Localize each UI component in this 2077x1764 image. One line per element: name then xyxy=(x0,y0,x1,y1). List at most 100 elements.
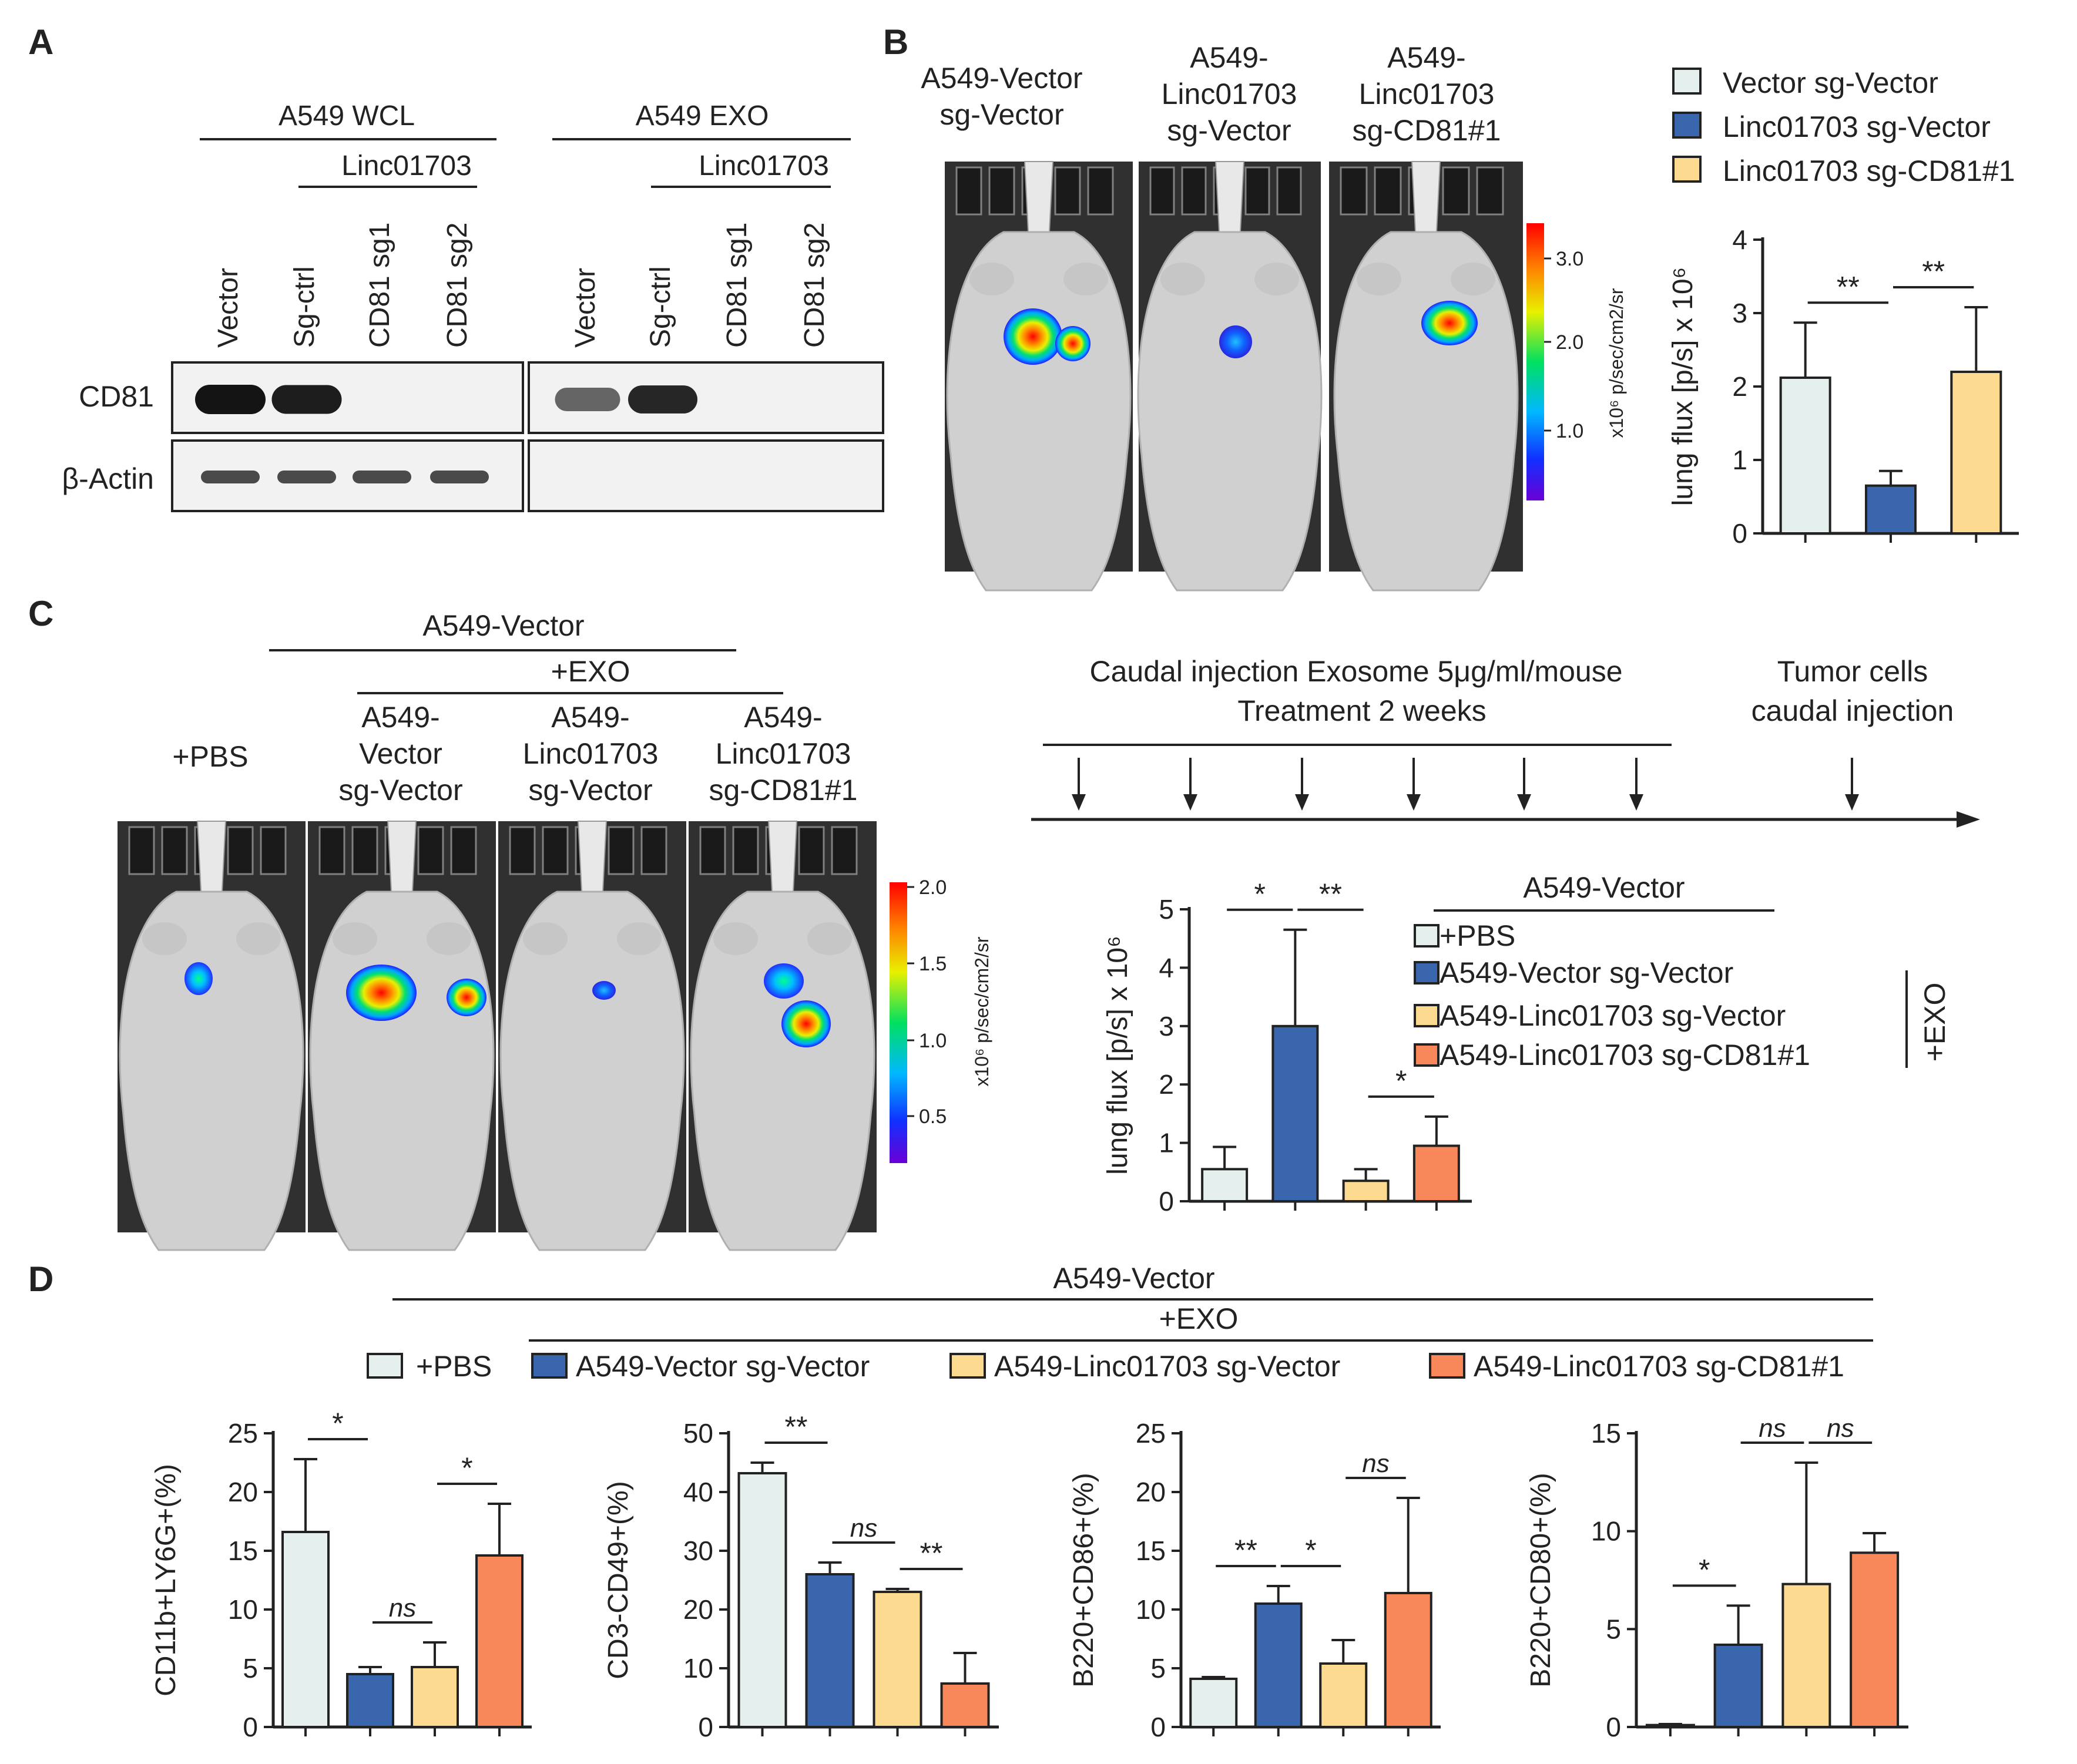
bar xyxy=(1319,1662,1368,1728)
svg-text:A549-: A549- xyxy=(1387,41,1465,74)
y-tick-label: 5 xyxy=(243,1653,258,1684)
svg-text:Linc01703: Linc01703 xyxy=(716,737,851,770)
restrainer-bar xyxy=(1149,166,1175,216)
y-tick-label: 0 xyxy=(698,1712,713,1742)
bioluminescence-signal xyxy=(447,979,486,1016)
lane-labels: Vector Sg-ctrl CD81 sg1 CD81 sg2 Vector Sg-ct… xyxy=(213,223,830,348)
legend-swatch-c-0 xyxy=(1414,924,1440,947)
svg-text:Linc01703: Linc01703 xyxy=(1359,78,1495,110)
restrainer-bar xyxy=(1181,166,1207,216)
bioluminescence-signal xyxy=(1219,325,1252,358)
legend-label-b-2: Linc01703 sg-CD81#1 xyxy=(1723,154,2015,187)
y-tick-label: 15 xyxy=(1136,1535,1166,1566)
mouse-body xyxy=(119,891,304,1251)
mouse-image xyxy=(1137,161,1323,592)
y-tick-label: 15 xyxy=(1591,1418,1621,1449)
timeline-arrow-head xyxy=(1629,794,1643,811)
mouse-ear xyxy=(1254,263,1299,295)
restrainer-bar xyxy=(128,826,155,875)
legend-label-b-1: Linc01703 sg-Vector xyxy=(1723,110,1991,143)
blot-band xyxy=(201,471,260,483)
group-label-exo: A549 EXO xyxy=(636,100,769,132)
panel-d-header: A549-Vector +EXO xyxy=(392,1262,1873,1342)
bar-chart-d2: 0 10 20 30 40 50 CD3-CD49+(%) ** ns ** xyxy=(603,1410,999,1742)
svg-text:A549-: A549- xyxy=(744,701,822,734)
mouse-body xyxy=(1137,231,1323,592)
bar xyxy=(1201,1168,1249,1202)
legend-swatch-d-1 xyxy=(531,1353,568,1379)
blot-band xyxy=(353,471,411,483)
subheader-d: +EXO xyxy=(1159,1302,1239,1335)
nose-cone xyxy=(196,821,227,892)
y-tick-label: 0 xyxy=(243,1712,258,1742)
restrainer-bar xyxy=(831,826,858,875)
restrainer-bar xyxy=(351,826,378,875)
mouse-image xyxy=(1329,161,1523,592)
significance-label: ns xyxy=(1827,1414,1854,1443)
svg-text:1.0: 1.0 xyxy=(1556,420,1583,442)
bar xyxy=(1713,1644,1763,1728)
restrainer-bar xyxy=(1054,166,1081,216)
blot-band xyxy=(195,385,266,414)
y-tick-label: 10 xyxy=(1591,1516,1621,1547)
colorbar-ticks-b: 3.0 2.0 1.0 xyxy=(1544,248,1583,442)
bar xyxy=(346,1673,394,1728)
lane-label: Sg-ctrl xyxy=(289,266,320,348)
restrainer-bar xyxy=(732,826,759,875)
nose-cone xyxy=(1024,161,1054,233)
significance-label: * xyxy=(1305,1534,1316,1567)
header-d: A549-Vector xyxy=(1053,1262,1214,1295)
restrainer-bar xyxy=(318,826,345,875)
colorbar-label-c: x10⁶ p/sec/cm2/sr xyxy=(971,936,992,1086)
restrainer-bar xyxy=(1244,166,1270,216)
blot-bands xyxy=(195,385,697,483)
lane-label: Vector xyxy=(213,268,244,348)
y-tick-label: 3 xyxy=(1732,298,1747,328)
y-tick-label: 5 xyxy=(1150,1653,1166,1684)
restrainer-bar xyxy=(640,826,667,875)
svg-text:A549-: A549- xyxy=(551,701,629,734)
legend-swatch-d-2 xyxy=(949,1353,986,1379)
bar-chart-d4: 0 5 10 15 B220+CD80+(%) * ns ns xyxy=(1525,1414,1908,1742)
bar xyxy=(281,1531,330,1728)
nose-cone xyxy=(767,821,798,892)
svg-text:A549-Vector: A549-Vector xyxy=(921,62,1082,95)
significance-label: ns xyxy=(1362,1449,1389,1478)
significance-label: * xyxy=(332,1407,343,1440)
panel-b-imaging: A549-Vector sg-Vector A549- Linc01703 sg… xyxy=(921,41,1627,592)
restrainer-bar xyxy=(227,826,254,875)
mouse-ear xyxy=(333,922,377,955)
y-axis-label: lung flux [p/s] x 10⁶ xyxy=(1667,267,1699,506)
mouse-image xyxy=(308,821,496,1251)
timeline-arrows xyxy=(1072,758,1859,811)
nose-cone xyxy=(1411,161,1441,233)
bar xyxy=(1850,1551,1900,1728)
y-axis-label: B220+CD80+(%) xyxy=(1525,1473,1556,1688)
bar-chart-b: 0 1 2 3 4 lung flux [p/s] x 10⁶ ** ** xyxy=(1667,224,2019,549)
svg-text:2.0: 2.0 xyxy=(1556,331,1583,354)
bioluminescence-signal xyxy=(1421,301,1478,345)
svg-text:0.5: 0.5 xyxy=(919,1106,947,1128)
legend-swatch-c-1 xyxy=(1414,961,1440,985)
restrainer-bar xyxy=(417,826,444,875)
y-axis-label: CD3-CD49+(%) xyxy=(603,1481,634,1679)
y-tick-label: 4 xyxy=(1732,224,1747,255)
legend-label-c-2: A549-Linc01703 sg-Vector xyxy=(1440,999,1786,1032)
bar xyxy=(1645,1723,1695,1729)
legend-c: A549-Vector +PBS A549-Vector sg-Vector A… xyxy=(1414,871,1951,1071)
timeline-arrow-head xyxy=(1407,794,1421,811)
bar xyxy=(1189,1678,1238,1728)
mouse-label-c2: A549- Vector sg-Vector xyxy=(338,701,462,807)
legend-label-c-1: A549-Vector sg-Vector xyxy=(1440,956,1733,989)
colorbar-ticks-c: 2.0 1.5 1.0 0.5 xyxy=(907,876,947,1128)
legend-swatch-b-2 xyxy=(1672,156,1702,183)
legend-label-c-3: A549-Linc01703 sg-CD81#1 xyxy=(1440,1039,1810,1071)
restrainer-bar xyxy=(988,166,1015,216)
row-label-actin: β-Actin xyxy=(62,462,154,495)
timeline-arrow-head xyxy=(1072,794,1086,811)
timeline-arrow-head xyxy=(1845,794,1859,811)
y-tick-label: 50 xyxy=(683,1418,713,1449)
bar xyxy=(1342,1180,1390,1202)
restrainer-bar xyxy=(955,166,982,216)
